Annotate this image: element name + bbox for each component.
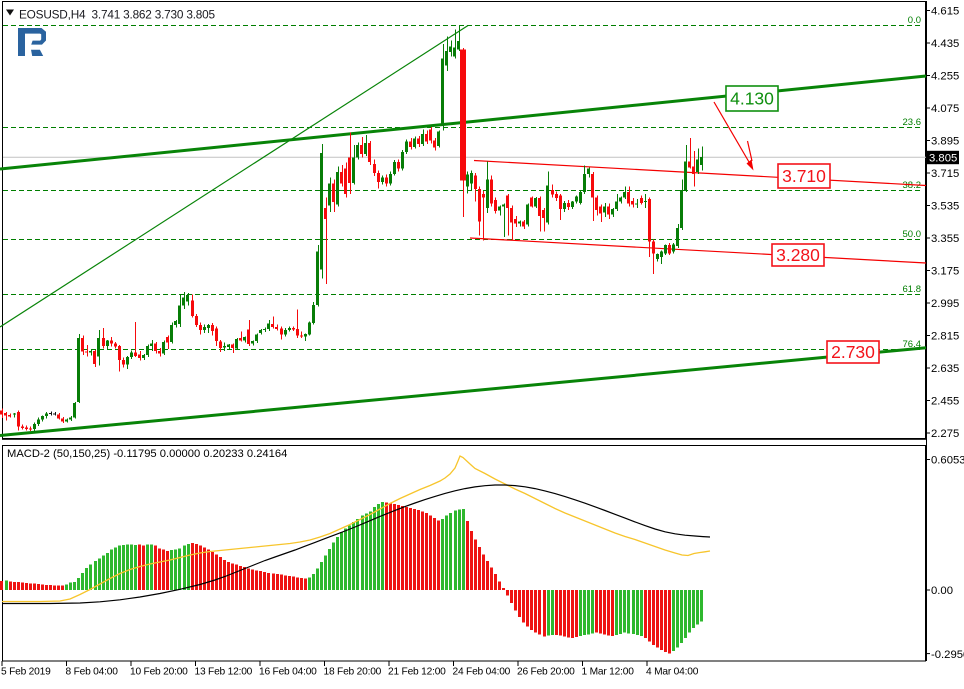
svg-text:4.255: 4.255 (931, 71, 959, 83)
svg-text:50.0: 50.0 (903, 229, 922, 240)
svg-text:2.455: 2.455 (931, 396, 959, 408)
svg-text:0.0: 0.0 (908, 15, 921, 26)
svg-text:4.615: 4.615 (931, 6, 959, 18)
svg-text:2.730: 2.730 (831, 342, 875, 362)
svg-text:MACD-2 (50,150,25) -0.11795 0.: MACD-2 (50,150,25) -0.11795 0.00000 0.20… (7, 448, 287, 460)
svg-text:3.280: 3.280 (776, 245, 820, 265)
svg-text:4.130: 4.130 (730, 89, 774, 109)
svg-text:24 Feb 04:00: 24 Feb 04:00 (453, 667, 511, 678)
svg-text:2.995: 2.995 (931, 298, 959, 310)
svg-text:13 Feb 12:00: 13 Feb 12:00 (195, 667, 253, 678)
svg-text:3.715: 3.715 (931, 168, 959, 180)
svg-text:3.895: 3.895 (931, 136, 959, 148)
svg-text:3.710: 3.710 (782, 166, 826, 186)
svg-text:16 Feb 04:00: 16 Feb 04:00 (259, 667, 317, 678)
svg-text:2.275: 2.275 (931, 428, 959, 440)
svg-text:3.175: 3.175 (931, 266, 959, 278)
svg-text:8 Feb 04:00: 8 Feb 04:00 (66, 667, 119, 678)
svg-text:21 Feb 12:00: 21 Feb 12:00 (388, 667, 446, 678)
svg-text:2.815: 2.815 (931, 331, 959, 343)
svg-text:4.075: 4.075 (931, 103, 959, 115)
svg-text:EOSUSD,H4 3.741 3.862 3.730 3: EOSUSD,H4 3.741 3.862 3.730 3.805 (19, 8, 215, 22)
svg-text:38.2: 38.2 (903, 180, 922, 191)
svg-text:3.535: 3.535 (931, 201, 959, 213)
svg-text:3.805: 3.805 (929, 152, 957, 164)
svg-text:0.60539: 0.60539 (931, 455, 964, 467)
svg-text:0.00: 0.00 (931, 585, 953, 597)
svg-text:1 Mar 12:00: 1 Mar 12:00 (582, 667, 635, 678)
svg-text:10 Feb 20:00: 10 Feb 20:00 (130, 667, 188, 678)
svg-text:4 Mar 04:00: 4 Mar 04:00 (646, 667, 699, 678)
svg-text:26 Feb 20:00: 26 Feb 20:00 (517, 667, 575, 678)
svg-text:76.4: 76.4 (903, 339, 922, 350)
svg-text:23.6: 23.6 (903, 117, 922, 128)
svg-text:61.8: 61.8 (903, 284, 922, 295)
svg-text:-0.29509: -0.29509 (931, 649, 964, 661)
svg-text:3.355: 3.355 (931, 233, 959, 245)
svg-text:5 Feb 2019: 5 Feb 2019 (1, 667, 51, 678)
svg-text:18 Feb 20:00: 18 Feb 20:00 (324, 667, 382, 678)
svg-text:2.635: 2.635 (931, 363, 959, 375)
svg-text:4.435: 4.435 (931, 38, 959, 50)
